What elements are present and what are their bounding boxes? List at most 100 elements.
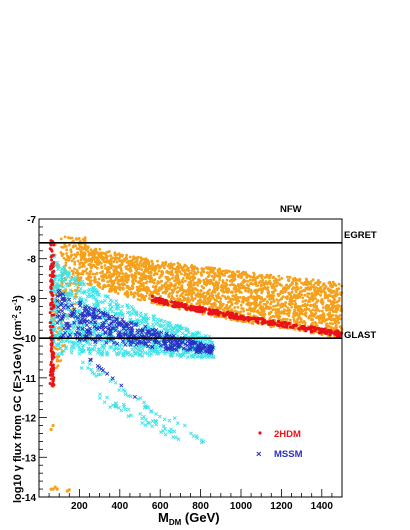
cyan-point-3208 xyxy=(128,313,132,318)
cyan-point-3331 xyxy=(134,345,139,350)
orange-point-1677 xyxy=(89,282,92,285)
cyan-point-2956 xyxy=(210,354,215,359)
orange-point-2131 xyxy=(100,252,104,256)
orange-point-2558 xyxy=(312,305,316,309)
orange-point-1476 xyxy=(148,293,152,296)
cyan-point-3637 xyxy=(113,404,118,409)
mssm-point-3853 xyxy=(146,344,151,349)
2hdm-point-4187 xyxy=(260,317,265,321)
cyan-point-2638 xyxy=(175,329,180,334)
cyan-point-3631 xyxy=(161,424,166,429)
orange-point-1797 xyxy=(132,274,136,278)
orange-point-140 xyxy=(290,305,293,309)
orange-point-2209 xyxy=(62,246,66,249)
orange-point-1897 xyxy=(89,264,92,268)
cyan-point-3540 xyxy=(177,324,182,329)
orange-point-2075 xyxy=(311,294,315,297)
orange-point-1824 xyxy=(183,263,187,267)
orange-point-446 xyxy=(56,364,60,367)
orange-point-1626 xyxy=(76,273,80,277)
cyan-point-3285 xyxy=(55,343,60,348)
mssm-point-4000 xyxy=(126,326,131,331)
orange-point-2067 xyxy=(287,302,291,306)
orange-point-469 xyxy=(75,247,79,250)
cyan-point-3416 xyxy=(134,311,139,316)
2hdm-point-4344 xyxy=(52,376,56,380)
orange-point-2083 xyxy=(268,311,271,315)
orange-point-2571 xyxy=(293,293,296,297)
orange-point-2524 xyxy=(93,252,97,256)
2hdm-point-4337 xyxy=(234,312,238,317)
2hdm-point-4429 xyxy=(51,275,55,279)
orange-point-2474 xyxy=(274,289,277,292)
cyan-point-3539 xyxy=(80,345,85,350)
2hdm-point-4281 xyxy=(154,297,159,301)
orange-point-1955 xyxy=(153,269,157,272)
cyan-point-3495 xyxy=(171,325,176,330)
orange-point-2442 xyxy=(181,280,185,284)
orange-point-2345 xyxy=(246,303,249,306)
orange-point-2189 xyxy=(291,296,295,300)
cyan-point-3628 xyxy=(163,432,168,437)
cyan-point-3201 xyxy=(120,313,125,318)
orange-point-2333 xyxy=(66,254,69,258)
orange-point-2576 xyxy=(322,312,326,316)
2hdm-point-4439 xyxy=(50,367,54,371)
orange-point-1232 xyxy=(334,314,338,317)
orange-point-2548 xyxy=(135,269,138,272)
orange-point-1744 xyxy=(70,269,74,273)
2hdm-point-4453 xyxy=(50,291,54,295)
y-tick-label--12: -12 xyxy=(22,414,37,425)
orange-point-2364 xyxy=(241,280,245,284)
orange-point-2042 xyxy=(118,253,122,257)
2hdm-point-4325 xyxy=(192,305,196,309)
mssm-point-3887 xyxy=(85,319,90,324)
cyan-point-3604 xyxy=(171,434,176,439)
orange-point-1981 xyxy=(237,288,241,292)
orange-point-1954 xyxy=(270,284,274,288)
orange-point-2054 xyxy=(269,273,273,277)
2hdm-point-4328 xyxy=(239,314,243,318)
mssm-point-3946 xyxy=(166,347,171,352)
orange-point-2176 xyxy=(328,325,331,328)
orange-point-378 xyxy=(196,283,200,287)
mssm-point-4045 xyxy=(92,315,97,320)
orange-point-1282 xyxy=(64,245,68,248)
2hdm-point-4406 xyxy=(49,363,53,367)
mssm-point-3982 xyxy=(58,293,63,298)
orange-point-1362 xyxy=(329,283,332,287)
cyan-point-2649 xyxy=(74,300,79,305)
cyan-point-3417 xyxy=(158,347,163,351)
orange-point-1713 xyxy=(288,275,292,279)
2hdm-point-4280 xyxy=(173,302,177,306)
cyan-point-3370 xyxy=(115,311,120,316)
orange-point-2156 xyxy=(299,307,303,311)
cyan-point-3554 xyxy=(128,352,133,357)
orange-point-1214 xyxy=(329,322,332,325)
orange-point-1771 xyxy=(294,290,298,294)
orange-point-2415 xyxy=(287,278,291,282)
cyan-point-3609 xyxy=(102,400,107,405)
orange-point-2052 xyxy=(256,294,259,298)
cyan-point-3268 xyxy=(66,281,71,286)
mssm-point-4046 xyxy=(55,298,60,303)
orange-point-2493 xyxy=(239,310,243,314)
cyan-point-3505 xyxy=(109,306,113,311)
orange-point-2401 xyxy=(269,302,272,306)
orange-point-688 xyxy=(301,309,305,313)
orange-point-1531 xyxy=(108,287,112,291)
x-tick-label-1200: 1200 xyxy=(270,501,293,512)
mssm-point-3940 xyxy=(181,346,186,351)
cyan-point-3519 xyxy=(111,322,116,327)
orange-point-2560 xyxy=(276,303,280,307)
y-tick-label--8: -8 xyxy=(27,255,36,266)
orange-point-1548 xyxy=(208,271,212,274)
orange-point-2579 xyxy=(153,265,157,269)
mssm-point-4028 xyxy=(101,311,106,317)
orange-point-1191 xyxy=(161,291,165,295)
orange-point-2533 xyxy=(179,294,182,298)
cyan-point-2847 xyxy=(92,347,97,352)
orange-point-1951 xyxy=(100,275,104,279)
2hdm-point-4426 xyxy=(50,374,54,378)
2hdm-point-4335 xyxy=(190,307,195,312)
